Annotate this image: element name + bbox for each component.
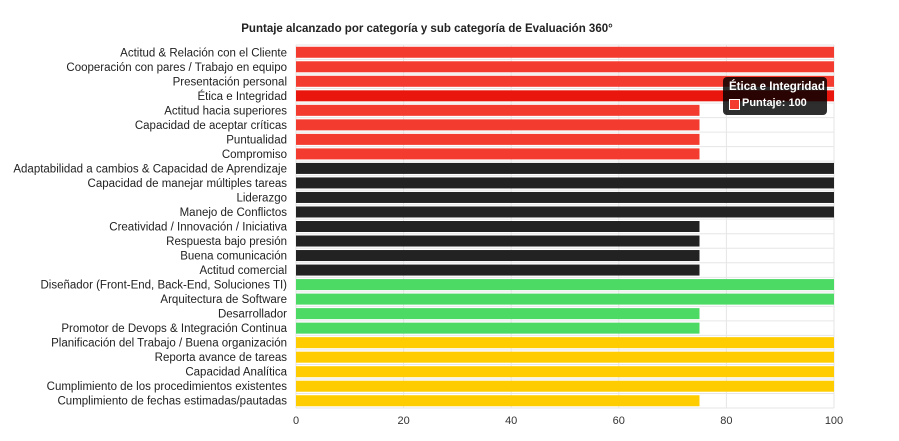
category-label: Cumplimiento de los procedimientos exist… xyxy=(47,381,288,393)
bar[interactable] xyxy=(296,264,700,276)
chart-title: Puntaje alcanzado por categoría y sub ca… xyxy=(241,23,613,35)
x-tick-label: 80 xyxy=(720,415,732,427)
bar[interactable] xyxy=(296,162,834,174)
x-axis-ticks: 0 20 40 60 80 100 xyxy=(293,415,843,427)
category-label: Planificación del Trabajo / Buena organi… xyxy=(51,338,287,350)
category-label: Buena comunicación xyxy=(180,251,287,263)
category-label: Liderazgo xyxy=(236,192,287,204)
x-tick-label: 40 xyxy=(505,415,517,427)
x-tick-label: 0 xyxy=(293,415,299,427)
category-label: Actitud & Relación con el Cliente xyxy=(120,47,287,59)
bar[interactable] xyxy=(296,380,834,392)
category-label: Presentación personal xyxy=(173,76,287,88)
bar[interactable] xyxy=(296,221,700,232)
category-label: Diseñador (Front-End, Back-End, Solucion… xyxy=(40,280,287,292)
bar[interactable] xyxy=(296,90,834,102)
bar[interactable] xyxy=(296,250,700,262)
bar[interactable] xyxy=(296,293,834,305)
x-tick-label: 20 xyxy=(397,415,409,427)
bar[interactable] xyxy=(296,148,700,160)
tooltip-title: Ética e Integridad xyxy=(729,81,825,93)
bar[interactable] xyxy=(296,322,700,334)
bar[interactable] xyxy=(296,366,834,378)
x-tick-label: 100 xyxy=(825,415,843,427)
bar[interactable] xyxy=(296,191,834,203)
category-label: Reporta avance de tareas xyxy=(155,352,288,364)
category-label: Manejo de Conflictos xyxy=(180,207,288,219)
bar[interactable] xyxy=(296,308,700,320)
bar[interactable] xyxy=(296,337,834,349)
category-label: Desarrollador xyxy=(218,309,287,321)
category-label: Puntualidad xyxy=(226,134,287,146)
category-label: Respuesta bajo presión xyxy=(166,236,287,248)
bars xyxy=(296,46,834,407)
bar[interactable] xyxy=(296,133,700,145)
tooltip: Ética e Integridad Puntaje: 100 xyxy=(723,77,827,115)
tooltip-swatch xyxy=(729,99,740,110)
category-label: Capacidad de aceptar críticas xyxy=(135,120,287,132)
grid xyxy=(295,44,835,409)
category-label: Cooperación con pares / Trabajo en equip… xyxy=(66,62,287,74)
category-label: Cumplimiento de fechas estimadas/pautada… xyxy=(58,396,288,408)
category-label: Promotor de Devops & Integración Continu… xyxy=(61,323,287,335)
bar[interactable] xyxy=(296,206,834,218)
category-label: Capacidad Analítica xyxy=(185,367,287,379)
category-label: Arquitectura de Software xyxy=(160,294,287,306)
bar[interactable] xyxy=(296,104,700,116)
y-axis-labels: Actitud & Relación con el Cliente Coopera… xyxy=(13,47,287,407)
bar[interactable] xyxy=(296,395,700,407)
bar[interactable] xyxy=(296,279,834,291)
bar[interactable] xyxy=(296,119,700,131)
bar[interactable] xyxy=(296,235,700,247)
bar[interactable] xyxy=(296,75,834,87)
category-label: Capacidad de manejar múltiples tareas xyxy=(88,178,288,190)
category-label: Ética e Integridad xyxy=(197,90,287,103)
category-label: Actitud hacia superiores xyxy=(164,105,287,117)
x-tick-label: 60 xyxy=(613,415,625,427)
tooltip-value: Puntaje: 100 xyxy=(742,97,807,109)
category-label: Actitud comercial xyxy=(199,265,287,277)
category-label: Compromiso xyxy=(222,149,287,161)
bar[interactable] xyxy=(296,351,834,363)
category-label: Adaptabilidad a cambios & Capacidad de A… xyxy=(13,163,287,175)
bar[interactable] xyxy=(296,177,834,189)
bar[interactable] xyxy=(296,46,834,58)
category-label: Creatividad / Innovación / Iniciativa xyxy=(109,222,287,234)
bar[interactable] xyxy=(296,61,834,73)
